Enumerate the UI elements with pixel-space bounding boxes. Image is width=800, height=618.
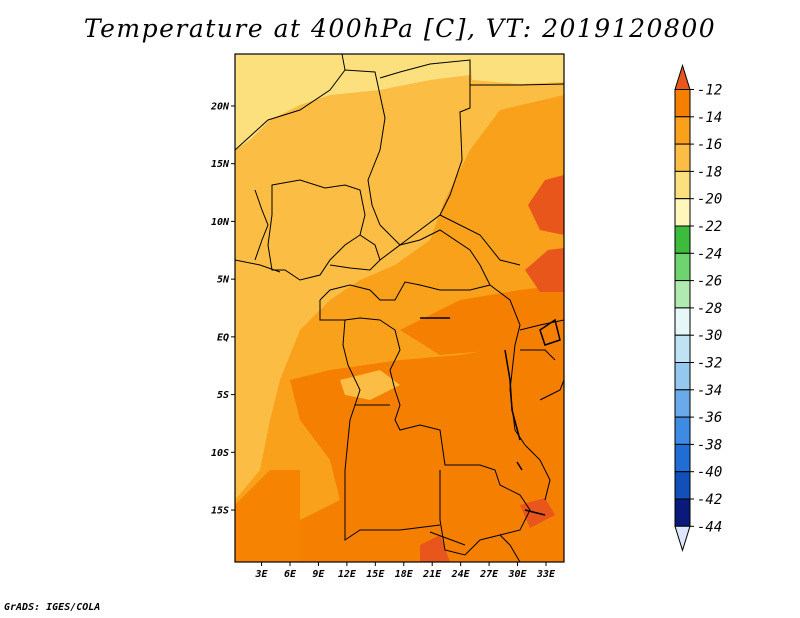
colorbar-label: -24	[697, 246, 722, 262]
colorbar-segment	[674, 471, 691, 500]
colorbar-label: -32	[697, 356, 722, 372]
colorbar-label: -34	[697, 383, 722, 399]
lon-label: 6E	[284, 569, 297, 580]
lat-label: 10N	[211, 217, 230, 228]
colorbar-segment	[674, 116, 691, 145]
colorbar-segment	[674, 89, 691, 118]
lon-label: 24E	[451, 569, 471, 580]
lat-label: 5N	[217, 275, 230, 286]
colorbar-segment	[674, 143, 691, 172]
colorbar-segment	[674, 198, 691, 227]
map-title: Temperature at 400hPa [C], VT: 201912080…	[83, 14, 717, 43]
colorbar-segment	[674, 334, 691, 364]
temperature-field	[235, 54, 564, 562]
lon-label: 9E	[312, 569, 325, 580]
colorbar-label: -42	[697, 492, 722, 508]
colorbar-label: -30	[697, 328, 722, 344]
longitude-axis: 3E 6E 9E 12E 15E 18E 21E 24E 27E 30E 33E	[255, 562, 556, 580]
colorbar-label: -14	[697, 110, 722, 126]
colorbar-top-arrow	[674, 63, 691, 90]
colorbar-label: -18	[697, 164, 722, 180]
colorbar-segment	[674, 307, 691, 336]
colorbar-segment	[674, 280, 691, 309]
lake-outlines	[420, 317, 561, 516]
lon-label: 21E	[422, 569, 442, 580]
lat-label: 15N	[211, 159, 230, 170]
colorbar-segment	[674, 225, 691, 254]
lon-label: 27E	[479, 569, 499, 580]
colorbar: -12 -14 -16 -18 -20 -22 -24 -26 -28 -30 -32 -34 -36 -…	[674, 63, 722, 552]
lon-label: 18E	[395, 569, 414, 580]
colorbar-segment	[674, 362, 691, 391]
country-borders	[235, 54, 564, 562]
colorbar-label: -26	[697, 274, 722, 290]
credit-label: GrADS: IGES/COLA	[4, 602, 101, 613]
colorbar-segment	[674, 416, 691, 445]
lat-label: 20N	[210, 101, 230, 112]
colorbar-label: -44	[697, 519, 722, 535]
lon-label: 15E	[366, 569, 385, 580]
colorbar-label: -22	[697, 219, 722, 235]
colorbar-bottom-arrow	[674, 525, 691, 552]
colorbar-segment	[674, 252, 691, 282]
map-frame	[234, 53, 565, 563]
colorbar-label: -12	[697, 83, 722, 99]
colorbar-label: -16	[697, 137, 722, 153]
lat-label: EQ	[217, 332, 229, 343]
colorbar-label: -36	[697, 410, 722, 426]
lon-label: 3E	[255, 569, 269, 580]
lat-label: 10S	[211, 448, 229, 459]
lon-label: 30E	[508, 569, 528, 580]
colorbar-segment	[674, 443, 691, 473]
lon-label: 12E	[338, 569, 357, 580]
colorbar-segment	[674, 170, 691, 200]
lat-label: 15S	[211, 506, 229, 517]
latitude-axis: 20N 15N 10N 5N EQ 5S 10S 15S	[210, 101, 235, 517]
colorbar-label: -40	[697, 465, 722, 481]
colorbar-label: -20	[697, 192, 722, 208]
colorbar-segment	[674, 498, 691, 527]
lat-label: 5S	[217, 390, 229, 401]
colorbar-label: -38	[697, 437, 722, 453]
lon-label: 33E	[536, 569, 556, 580]
colorbar-label: -28	[697, 301, 722, 317]
colorbar-segment	[674, 389, 691, 418]
